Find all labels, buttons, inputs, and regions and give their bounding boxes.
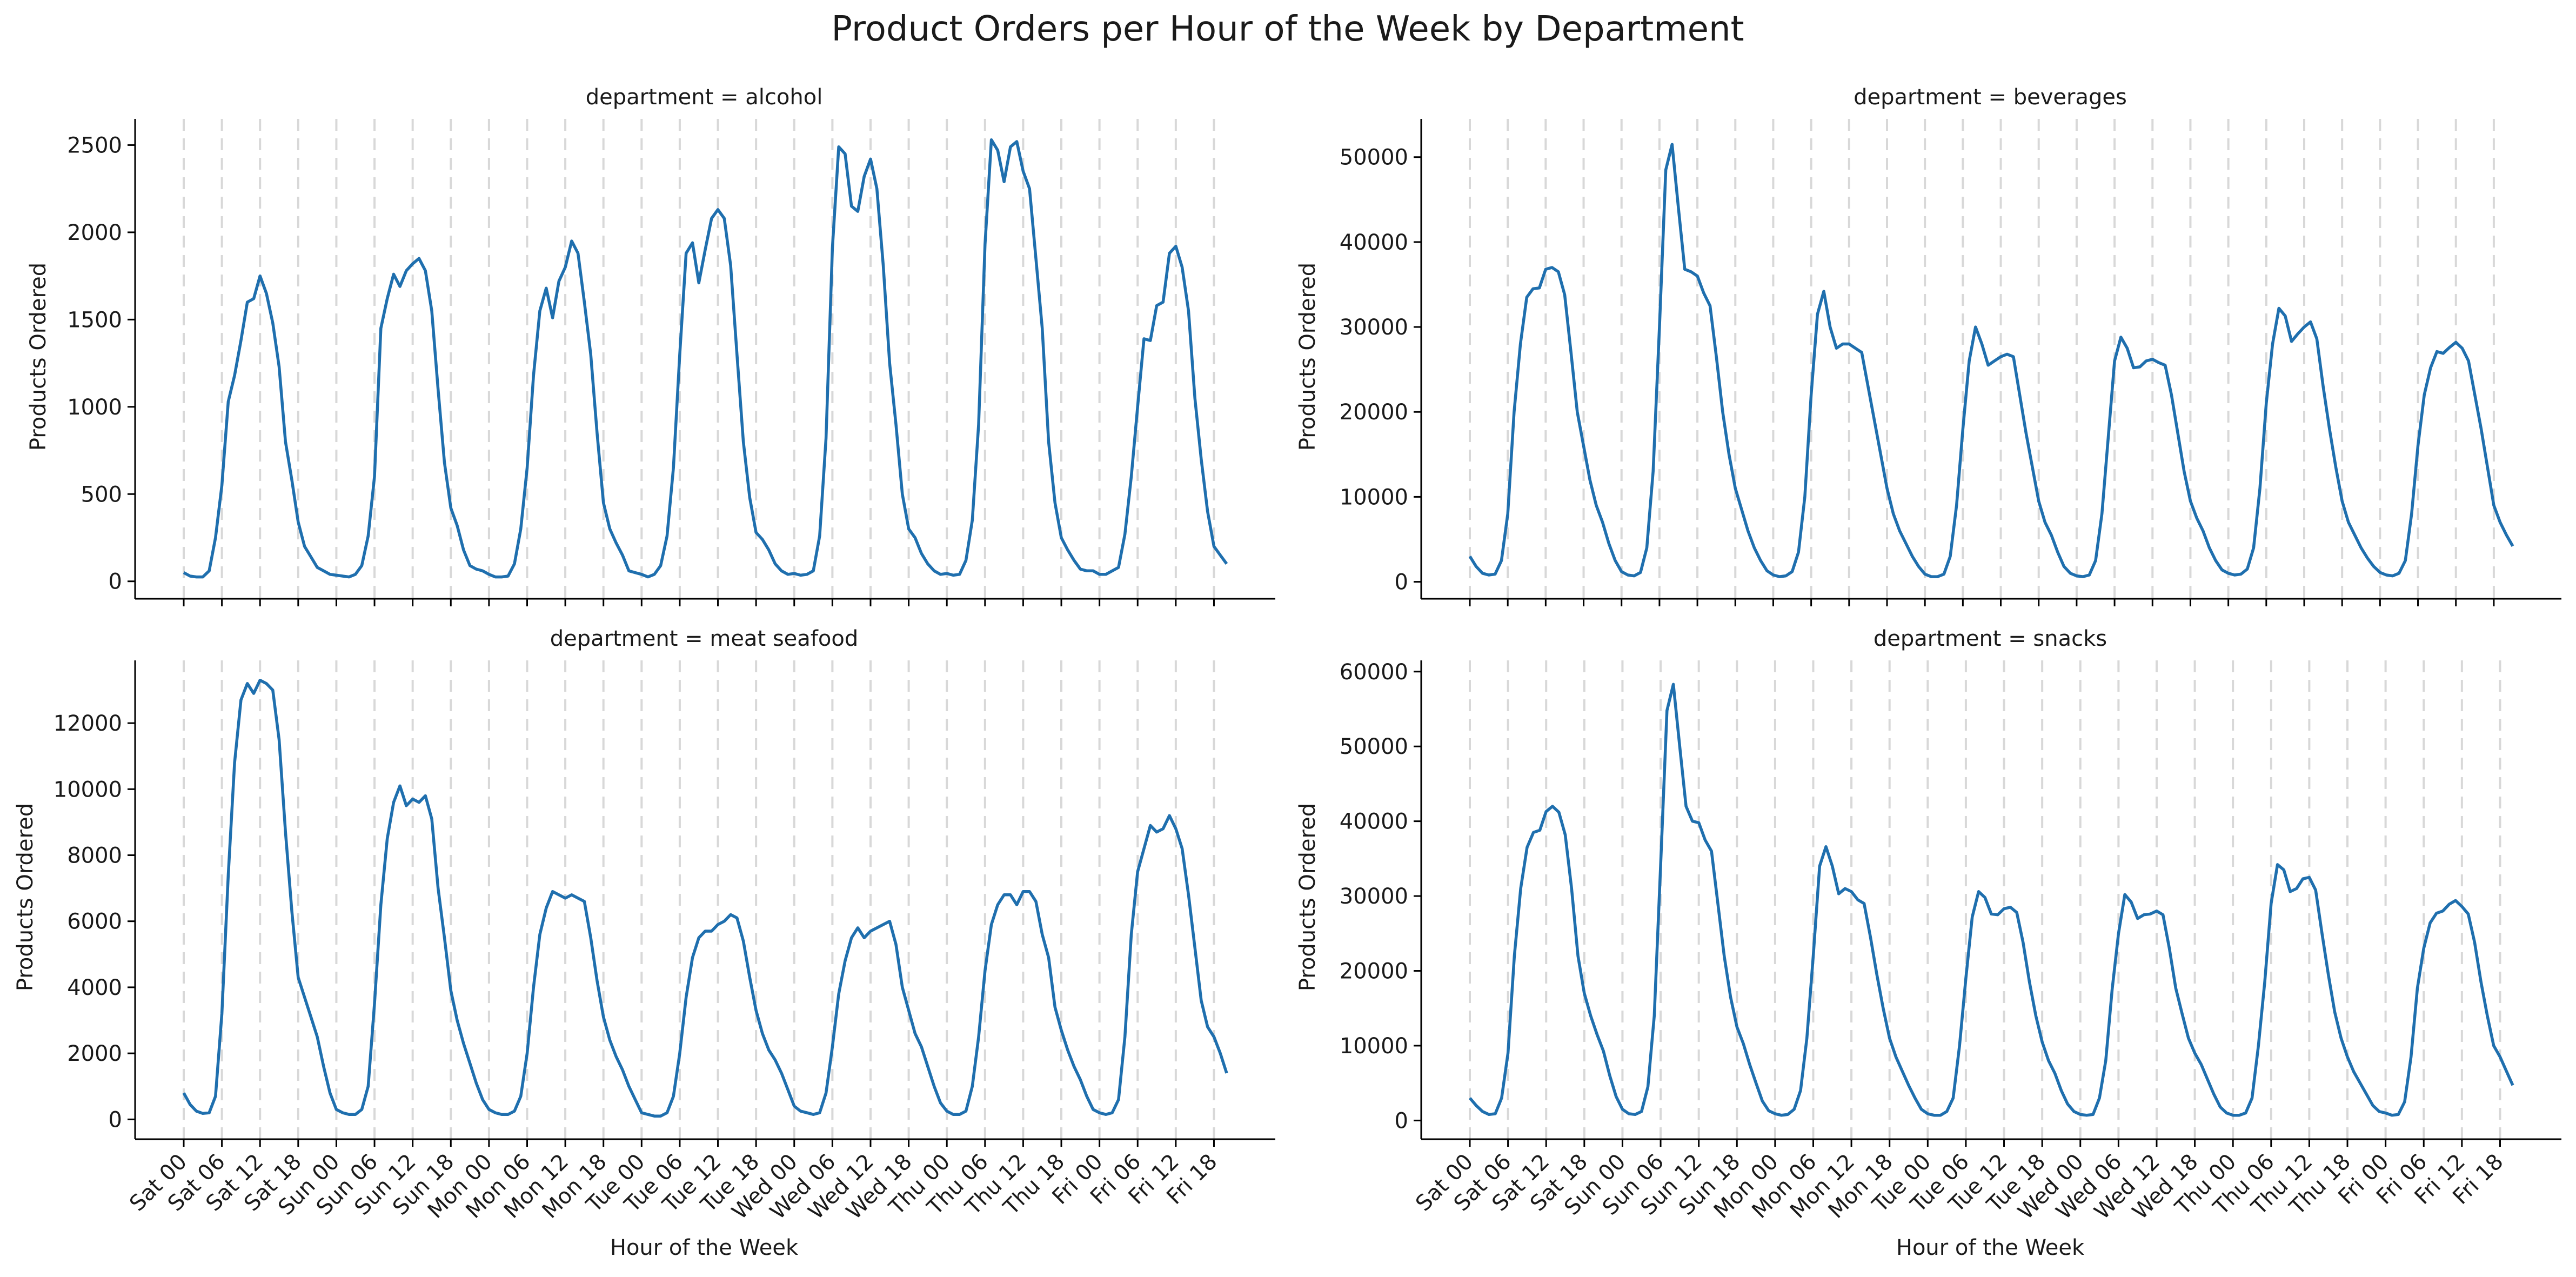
y-tick-label: 50000 bbox=[1340, 145, 1408, 170]
series-line bbox=[1468, 143, 2514, 578]
y-tick-label: 60000 bbox=[1340, 660, 1408, 685]
plot-area: 0 10000 20000 30000 40000 50000 bbox=[1340, 119, 2561, 606]
chart-panel-beverages: department = beverages Products Ordered … bbox=[1295, 85, 2561, 606]
series-line bbox=[1468, 683, 2514, 1117]
panel-title: department = beverages bbox=[1854, 85, 2127, 110]
y-axis-label: Products Ordered bbox=[1295, 263, 1320, 451]
x-axis-label: Hour of the Week bbox=[1896, 1235, 2085, 1260]
y-tick-label: 6000 bbox=[67, 910, 122, 934]
y-tick-label: 40000 bbox=[1340, 230, 1408, 255]
plot-area: 0 500 1000 1500 2000 2500 bbox=[67, 119, 1275, 606]
chart-panel-alcohol: department = alcohol Products Ordered 0 5… bbox=[26, 85, 1275, 606]
y-tick-label: 12000 bbox=[53, 711, 122, 736]
y-tick-label: 50000 bbox=[1340, 734, 1408, 759]
y-tick-label: 1000 bbox=[67, 395, 122, 420]
x-axis-label: Hour of the Week bbox=[610, 1235, 799, 1260]
y-tick-label: 10000 bbox=[1340, 1034, 1408, 1059]
y-tick-label: 20000 bbox=[1340, 400, 1408, 425]
panel-title: department = meat seafood bbox=[550, 626, 858, 651]
y-tick-label: 20000 bbox=[1340, 959, 1408, 984]
y-tick-label: 4000 bbox=[67, 975, 122, 1000]
y-tick-label: 40000 bbox=[1340, 810, 1408, 834]
y-axis-label: Products Ordered bbox=[13, 803, 38, 991]
y-tick-label: 500 bbox=[81, 482, 122, 507]
series-line bbox=[182, 678, 1228, 1118]
y-tick-label: 10000 bbox=[1340, 485, 1408, 510]
y-tick-label: 30000 bbox=[1340, 315, 1408, 340]
y-tick-label: 2500 bbox=[67, 133, 122, 158]
y-tick-label: 10000 bbox=[53, 777, 122, 802]
y-tick-label: 0 bbox=[1395, 1108, 1408, 1133]
y-tick-label: 2000 bbox=[67, 1041, 122, 1066]
y-tick-label: 1500 bbox=[67, 307, 122, 332]
y-tick-label: 0 bbox=[1395, 570, 1408, 595]
y-tick-label: 0 bbox=[109, 1107, 122, 1132]
y-tick-label: 30000 bbox=[1340, 884, 1408, 909]
series-line bbox=[183, 138, 1228, 579]
figure-title: Product Orders per Hour of the Week by D… bbox=[831, 9, 1744, 49]
panel-title: department = snacks bbox=[1874, 626, 2107, 651]
y-axis-label: Products Ordered bbox=[1295, 803, 1320, 991]
y-tick-label: 0 bbox=[109, 570, 122, 594]
y-tick-label: 2000 bbox=[67, 220, 122, 245]
y-axis-label: Products Ordered bbox=[26, 263, 51, 451]
y-tick-label: 8000 bbox=[67, 844, 122, 868]
panel-title: department = alcohol bbox=[586, 85, 823, 110]
